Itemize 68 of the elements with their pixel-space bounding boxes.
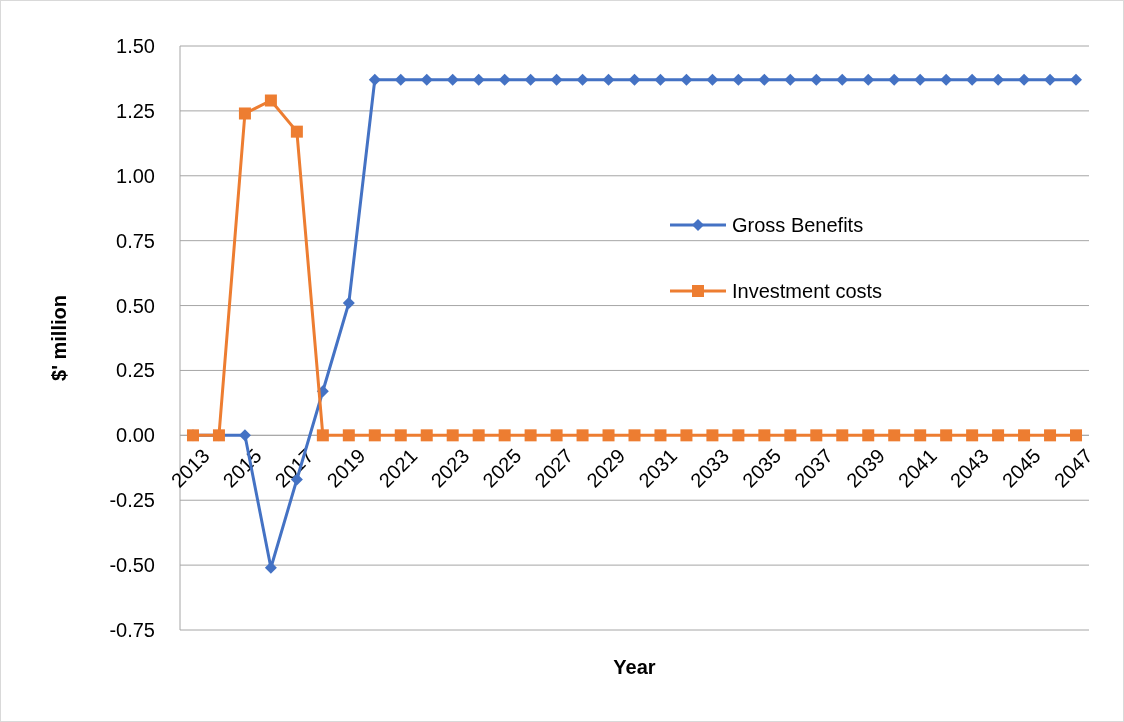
point <box>836 73 849 86</box>
point <box>576 73 589 86</box>
point <box>576 429 589 442</box>
point <box>342 429 355 442</box>
point <box>550 73 563 86</box>
y-tick-label: 1.50 <box>116 35 155 57</box>
x-axis-title: Year <box>613 656 656 678</box>
point <box>784 429 797 442</box>
point <box>498 73 511 86</box>
point <box>862 429 875 442</box>
point <box>758 73 771 86</box>
y-tick-label: -0.25 <box>109 489 155 512</box>
point <box>654 73 667 86</box>
y-tick-label: 1.00 <box>116 164 155 187</box>
point <box>732 429 745 442</box>
y-tick-label: 1.25 <box>116 99 155 122</box>
point <box>940 429 953 442</box>
y-tick-label: 0.25 <box>116 359 155 382</box>
point <box>264 94 277 107</box>
point <box>368 429 381 442</box>
point <box>446 73 459 86</box>
point <box>732 73 745 86</box>
point <box>654 429 667 442</box>
point <box>394 429 407 442</box>
point <box>862 73 875 86</box>
legend-label: Investment costs <box>732 280 883 302</box>
point <box>446 429 459 442</box>
point <box>784 73 797 86</box>
point <box>524 429 537 442</box>
point <box>1070 429 1083 442</box>
point <box>420 429 433 442</box>
point <box>706 429 719 442</box>
point <box>1070 73 1083 86</box>
point <box>680 73 693 86</box>
point <box>1044 429 1057 442</box>
point <box>888 429 901 442</box>
point <box>680 429 693 442</box>
point <box>914 429 927 442</box>
point <box>394 73 407 86</box>
point <box>602 429 615 442</box>
y-tick-label: 0.50 <box>116 294 155 317</box>
point <box>550 429 563 442</box>
point <box>758 429 771 442</box>
point <box>368 73 381 86</box>
point <box>810 73 823 86</box>
point <box>1018 429 1031 442</box>
point <box>472 73 485 86</box>
point <box>992 429 1005 442</box>
point <box>524 73 537 86</box>
legend-label: Gross Benefits <box>732 214 864 236</box>
y-axis-title: $' million <box>48 295 70 381</box>
point <box>290 125 303 138</box>
point <box>602 73 615 86</box>
point <box>706 73 719 86</box>
point <box>316 429 329 442</box>
point <box>966 429 979 442</box>
y-tick-label: 0.75 <box>116 229 155 252</box>
point <box>810 429 823 442</box>
y-tick-label: 0.00 <box>116 424 155 447</box>
point <box>238 107 251 120</box>
point <box>472 429 485 442</box>
y-tick-label: -0.50 <box>109 554 155 577</box>
y-tick-label: -0.75 <box>109 619 155 641</box>
point <box>836 429 849 442</box>
point <box>628 429 641 442</box>
point <box>628 73 641 86</box>
point <box>498 429 511 442</box>
point <box>420 73 433 86</box>
